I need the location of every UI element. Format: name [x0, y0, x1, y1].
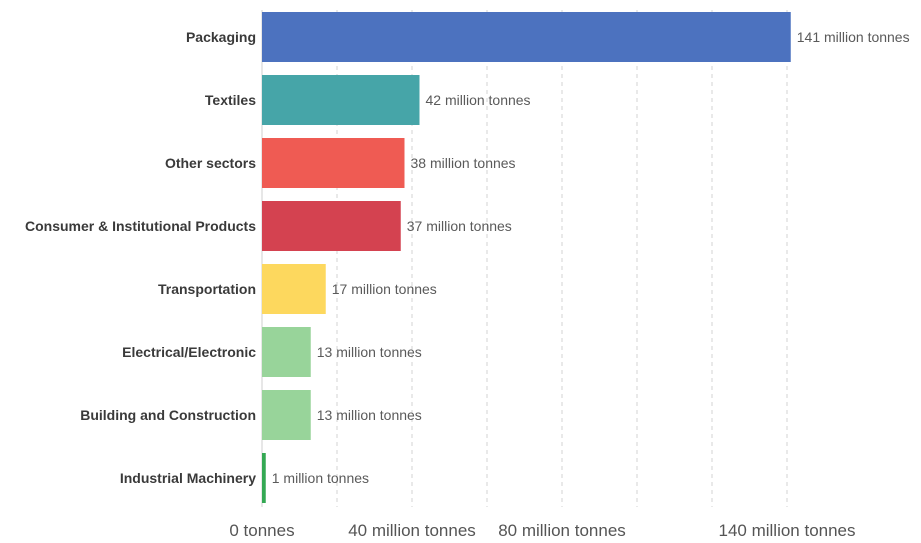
x-axis-ticks: 0 tonnes 40 million tonnes 80 million tonn… [229, 521, 855, 540]
category-label: Consumer & Institutional Products [25, 218, 256, 234]
value-label: 1 million tonnes [272, 470, 369, 486]
value-label: 13 million tonnes [317, 407, 422, 423]
category-label: Packaging [186, 29, 256, 45]
value-label: 13 million tonnes [317, 344, 422, 360]
category-label: Electrical/Electronic [122, 344, 256, 360]
bar-electrical-electronic[interactable] [262, 327, 311, 377]
bar-industrial-machinery[interactable] [262, 453, 266, 503]
bar-other-sectors[interactable] [262, 138, 405, 188]
bar-building-and-construction[interactable] [262, 390, 311, 440]
bar-consumer-institutional-products[interactable] [262, 201, 401, 251]
labels: Packaging 141 million tonnes Textiles 42 mi… [25, 29, 910, 486]
bar-textiles[interactable] [262, 75, 420, 125]
category-label: Textiles [205, 92, 256, 108]
x-tick-label: 140 million tonnes [718, 521, 855, 540]
bars [262, 12, 791, 503]
value-label: 37 million tonnes [407, 218, 512, 234]
category-label: Other sectors [165, 155, 256, 171]
category-label: Transportation [158, 281, 256, 297]
value-label: 141 million tonnes [797, 29, 910, 45]
x-tick-label: 80 million tonnes [498, 521, 626, 540]
x-tick-label: 40 million tonnes [348, 521, 476, 540]
category-label: Industrial Machinery [120, 470, 256, 486]
bar-transportation[interactable] [262, 264, 326, 314]
bar-packaging[interactable] [262, 12, 791, 62]
x-tick-label: 0 tonnes [229, 521, 294, 540]
value-label: 38 million tonnes [411, 155, 516, 171]
value-label: 17 million tonnes [332, 281, 437, 297]
category-label: Building and Construction [80, 407, 256, 423]
value-label: 42 million tonnes [426, 92, 531, 108]
